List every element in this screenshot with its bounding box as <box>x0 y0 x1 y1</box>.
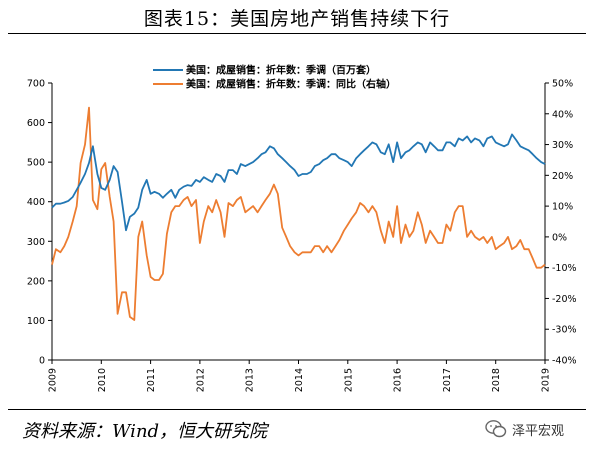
right-tick-label: 0% <box>552 232 567 243</box>
left-tick-label: 100 <box>27 316 45 327</box>
legend: 美国：成屋销售：折年数：季调（百万套）美国：成屋销售：折年数：季调：同比（右轴） <box>153 64 396 91</box>
x-tick-label: 2018 <box>491 368 502 392</box>
right-tick-label: 50% <box>552 79 573 90</box>
x-tick-label: 2011 <box>146 368 157 392</box>
chart-axes: 0 100 200 300 400 500 600 700 -40% -30% -20% -10% 0%… <box>27 79 577 393</box>
source-note: 资料来源：Wind，恒大研究院 <box>22 421 268 442</box>
right-tick-label: 10% <box>552 202 573 213</box>
source-rule <box>8 409 586 410</box>
right-tick-label: -30% <box>552 325 577 336</box>
right-tick-label: -40% <box>552 356 577 367</box>
watermark-text: 泽平宏观 <box>512 423 565 439</box>
right-tick-label: -20% <box>552 294 577 305</box>
figure-title: 图表15：美国房地产销售持续下行 <box>143 8 451 30</box>
left-tick-label: 400 <box>27 197 45 208</box>
left-tick-label: 600 <box>27 118 45 129</box>
legend-label: 美国：成屋销售：折年数：季调：同比（右轴） <box>186 78 396 91</box>
x-tick-label: 2016 <box>393 368 404 392</box>
left-tick-label: 500 <box>27 158 45 169</box>
right-tick-label: 30% <box>552 140 573 151</box>
right-tick-label: 40% <box>552 109 573 120</box>
line-chart: 0 100 200 300 400 500 600 700 -40% -30% -20% -10% 0%… <box>27 64 577 393</box>
series-lines <box>51 106 546 321</box>
x-tick-label: 2012 <box>195 368 206 392</box>
x-tick-label: 2010 <box>97 368 108 392</box>
left-tick-label: 0 <box>39 356 45 367</box>
wechat-icon <box>485 420 507 438</box>
x-tick-label: 2013 <box>245 368 256 392</box>
right-tick-label: -10% <box>552 263 577 274</box>
x-tick-label: 2019 <box>541 368 552 392</box>
x-tick-label: 2014 <box>294 368 305 392</box>
watermark: 泽平宏观 <box>485 419 564 439</box>
right-tick-label: 20% <box>552 171 573 182</box>
legend-label: 美国：成屋销售：折年数：季调（百万套） <box>186 64 376 77</box>
left-tick-label: 700 <box>27 79 45 90</box>
yoy-series-line <box>51 106 546 321</box>
title-rule <box>8 33 586 34</box>
x-tick-label: 2017 <box>442 368 453 392</box>
sales-series-line <box>51 133 546 232</box>
x-tick-label: 2015 <box>343 368 354 392</box>
x-tick-label: 2009 <box>48 368 59 392</box>
left-tick-label: 200 <box>27 276 45 287</box>
left-tick-label: 300 <box>27 237 45 248</box>
